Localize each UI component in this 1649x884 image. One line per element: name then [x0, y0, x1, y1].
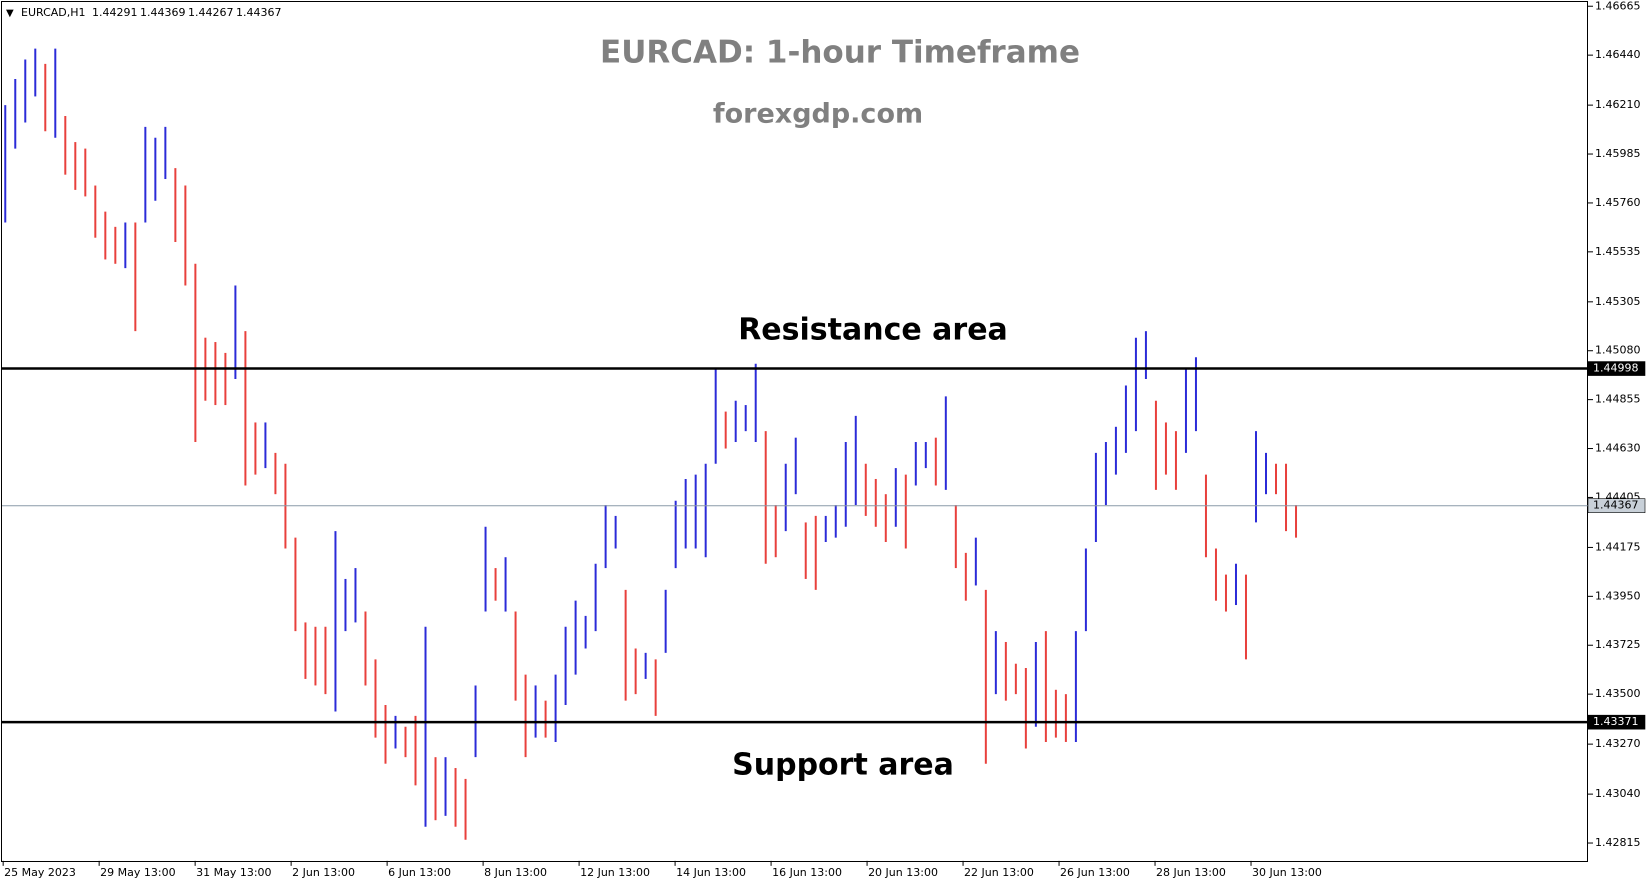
level-label: 1.44998	[1593, 362, 1639, 375]
x-tick-label: 16 Jun 13:00	[772, 866, 842, 879]
y-tick-label: 1.46665	[1595, 0, 1641, 12]
chart-subtitle: forexgdp.com	[713, 99, 923, 130]
level-label-box	[1587, 714, 1646, 730]
level-label-box	[1587, 361, 1646, 376]
symbol: EURCAD,H1	[21, 6, 86, 19]
quote: 1.44267	[188, 6, 234, 19]
x-tick-label: 31 May 13:00	[196, 866, 271, 879]
y-tick-label: 1.43500	[1595, 687, 1641, 700]
y-tick-label: 1.43950	[1595, 589, 1641, 602]
level-label-box	[1587, 498, 1646, 514]
y-tick-label: 1.44630	[1595, 442, 1641, 455]
y-tick-label: 1.44175	[1595, 540, 1641, 553]
chart-title: EURCAD: 1-hour Timeframe	[600, 35, 1080, 71]
y-tick-label: 1.42815	[1595, 836, 1641, 849]
y-tick-label: 1.46210	[1595, 98, 1641, 111]
x-tick-label: 12 Jun 13:00	[580, 866, 650, 879]
quote: 1.44291	[92, 6, 138, 19]
x-tick-label: 29 May 13:00	[100, 866, 175, 879]
y-tick-label: 1.43725	[1595, 638, 1641, 651]
plot-frame	[1, 1, 1588, 862]
y-tick-label: 1.43040	[1595, 787, 1641, 800]
x-tick-label: 20 Jun 13:00	[868, 866, 938, 879]
y-tick-label: 1.45080	[1595, 344, 1641, 357]
level-label: 1.43371	[1593, 715, 1639, 728]
x-tick-label: 25 May 2023	[4, 866, 76, 879]
header-arrow: ▼	[6, 8, 14, 19]
x-tick-label: 14 Jun 13:00	[676, 866, 746, 879]
y-tick-label: 1.45535	[1595, 245, 1641, 258]
quote: 1.44367	[236, 6, 282, 19]
y-tick-label: 1.45305	[1595, 295, 1641, 308]
quote: 1.44369	[140, 6, 186, 19]
y-tick-label: 1.46440	[1595, 48, 1641, 61]
y-tick-label: 1.45760	[1595, 196, 1641, 209]
x-tick-label: 30 Jun 13:00	[1252, 866, 1322, 879]
header: ▼ EURCAD,H1 1.44291 1.44369 1.44267 1.44367	[6, 6, 282, 19]
y-tick-label: 1.43270	[1595, 737, 1641, 750]
level-label: 1.44367	[1593, 499, 1639, 512]
y-tick-label: 1.45985	[1595, 147, 1641, 160]
y-tick-label: 1.44855	[1595, 393, 1641, 406]
annotation: Support area	[732, 748, 954, 783]
x-tick-label: 28 Jun 13:00	[1156, 866, 1226, 879]
x-tick-label: 8 Jun 13:00	[484, 866, 547, 879]
x-tick-label: 2 Jun 13:00	[292, 866, 355, 879]
annotation: Resistance area	[738, 313, 1008, 348]
x-tick-label: 26 Jun 13:00	[1060, 866, 1130, 879]
x-tick-label: 6 Jun 13:00	[388, 866, 451, 879]
x-tick-label: 22 Jun 13:00	[964, 866, 1034, 879]
